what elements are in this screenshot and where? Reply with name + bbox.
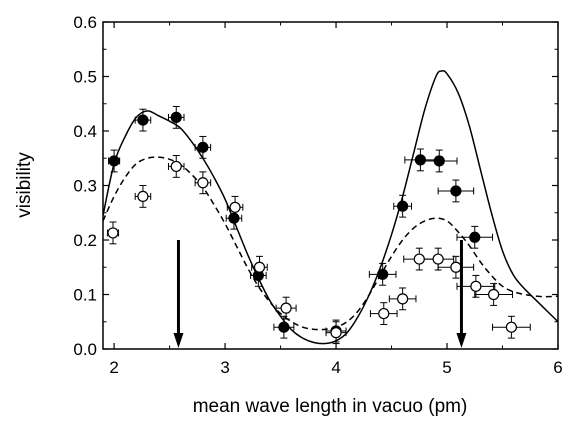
filled-data-point [137,114,149,126]
filled-data-point [397,200,409,212]
open-data-point [413,253,425,265]
x-tick-label: 6 [553,358,562,377]
y-tick-label: 0.6 [73,13,97,32]
y-tick-label: 0.2 [73,231,97,250]
filled-data-point [278,321,290,333]
fit-curve-dashed [103,156,558,331]
open-data-point [450,261,462,273]
x-axis-label: mean wave length in vacuo (pm) [193,396,468,417]
plot-frame [102,21,559,350]
y-tick-label: 0.4 [73,122,97,141]
y-axis-label: visibility [14,152,35,218]
filled-data-point [377,268,389,280]
fit-curves [103,70,558,345]
filled-data-point [433,155,445,167]
open-data-point [197,177,209,189]
y-tick-label: 0.3 [73,177,97,196]
arrows [173,240,467,348]
open-data-point [397,293,409,305]
open-data-point [253,261,266,273]
open-data-point [432,253,444,265]
x-tick-label: 3 [220,358,229,377]
arrow-head [173,333,184,348]
x-tick-label: 5 [442,358,451,377]
arrow-head [456,333,467,348]
open-data-point [488,288,500,301]
open-data-point [137,190,149,202]
open-data-point [280,302,292,314]
filled-data-point [197,141,209,153]
x-tick-label: 2 [109,358,118,377]
open-data-point [170,160,182,173]
filled-data-point [469,231,481,243]
open-data-point [505,321,517,333]
fit-curve-solid [103,70,558,345]
filled-data-point [170,111,182,123]
open-data-point [330,327,342,339]
filled-data-point [228,212,240,224]
data-points [107,111,517,339]
x-tick-label: 4 [331,358,340,377]
open-data-point [378,307,390,320]
y-tick-label: 0.1 [73,286,97,305]
y-tick-label: 0.5 [73,68,97,87]
open-data-point [107,227,119,239]
open-data-point [470,280,482,292]
axis-ticks: 2 3 4 5 6 0.0 0.1 0.2 0.3 0.4 0.5 0.6 [73,13,562,377]
y-tick-label: 0.0 [73,340,97,359]
filled-data-point [108,155,120,167]
filled-data-point [450,185,462,197]
filled-data-point [414,154,426,166]
error-bars [106,105,531,345]
open-data-point [229,201,241,213]
